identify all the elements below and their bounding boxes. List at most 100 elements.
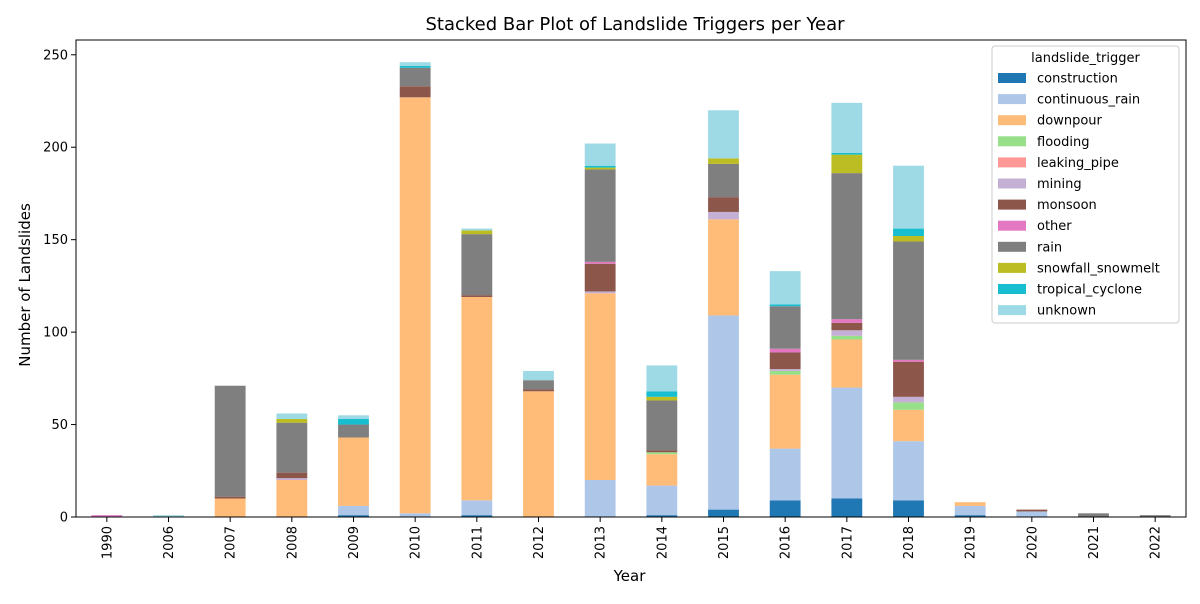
legend-box: [991, 45, 1180, 324]
bar-segment-monsoon-2014: [646, 450, 678, 453]
legend-label-leaking_pipe: leaking_pipe: [1037, 156, 1119, 171]
x-tick-label: 2013: [594, 526, 609, 559]
bar-segment-tropical_cyclone-2018: [893, 228, 924, 236]
bar-segment-snowfall_snowmelt-2014: [646, 396, 678, 401]
bar-segment-monsoon-2007: [214, 496, 246, 499]
bar-segment-snowfall_snowmelt-2013: [584, 167, 616, 170]
bar-segment-continuous_rain-2019: [954, 505, 986, 516]
bar-segment-flooding-2016: [769, 370, 801, 375]
bar-segment-unknown-2010: [399, 62, 431, 66]
bar-segment-continuous_rain-2020: [1016, 511, 1048, 517]
bar-segment-continuous_rain-2009: [338, 505, 369, 516]
bar-segment-flooding-2017: [831, 335, 863, 340]
bar-segment-flooding-2014: [646, 452, 678, 455]
bar-segment-continuous_rain-2014: [646, 485, 678, 516]
bar-segment-rain-2008: [276, 422, 308, 473]
bar-segment-unknown-2016: [769, 271, 801, 305]
bar-segment-flooding-2018: [893, 402, 924, 410]
bar-segment-unknown-2018: [893, 165, 924, 229]
bar-segment-construction-2009: [338, 515, 369, 517]
plot-frame: [75, 39, 1187, 518]
bar-segment-snowfall_snowmelt-2008: [276, 419, 308, 423]
bar-segment-rain-2015: [708, 163, 739, 198]
bar-segment-rain-2010: [399, 67, 431, 87]
bar-segment-snowfall_snowmelt-2015: [708, 158, 739, 164]
legend-label-flooding: flooding: [1037, 135, 1089, 150]
y-tick-label: 50: [51, 418, 68, 433]
bar-segment-other-2013: [584, 261, 616, 264]
bar-segment-unknown-2006: [153, 515, 184, 517]
x-axis-label: Year: [613, 567, 647, 585]
bar-segment-continuous_rain-2015: [708, 315, 739, 510]
x-tick-label: 2017: [840, 526, 855, 559]
bar-segment-unknown-2017: [831, 102, 863, 153]
bar-segment-downpour-2016: [769, 374, 801, 449]
bar-segment-monsoon-2015: [708, 197, 739, 212]
bar-segment-construction-2015: [708, 509, 739, 517]
legend: landslide_trigger construction continuous_…: [991, 45, 1180, 324]
legend-label-tropical_cyclone: tropical_cyclone: [1037, 283, 1142, 298]
bar-segment-monsoon-2018: [893, 361, 924, 397]
bar-segment-rain-2017: [831, 173, 863, 320]
bar-segment-construction-2011: [461, 515, 493, 517]
bar-segment-rain-2007: [214, 385, 246, 497]
bar-segment-monsoon-2020: [1016, 509, 1048, 512]
bar-segment-mining-2016: [769, 369, 801, 371]
bar-segment-construction-2018: [893, 500, 924, 517]
legend-label-monsoon: monsoon: [1037, 198, 1097, 213]
bar-segment-monsoon-2016: [769, 352, 801, 370]
legend-label-construction: construction: [1037, 72, 1118, 87]
bar-segment-tropical_cyclone-2010: [399, 65, 431, 68]
bar-segment-rain-2009: [338, 424, 369, 438]
bar-segment-rain-2011: [461, 234, 493, 296]
legend-label-rain: rain: [1037, 240, 1062, 255]
legend-swatch-tropical_cyclone: [998, 284, 1026, 294]
bar-segment-downpour-2009: [338, 437, 369, 506]
bar-segment-construction-2019: [954, 515, 986, 517]
bar-segment-unknown-2011: [461, 228, 493, 231]
legend-swatch-snowfall_snowmelt: [998, 262, 1026, 273]
legend-swatch-continuous_rain: [998, 94, 1026, 105]
bar-segment-continuous_rain-2011: [461, 500, 493, 516]
bar-segment-tropical_cyclone-2017: [831, 152, 863, 155]
bar-segment-downpour-2019: [954, 502, 986, 506]
bar-segment-unknown-2008: [276, 413, 308, 420]
bar-segment-tropical_cyclone-2013: [584, 165, 616, 168]
bar-segment-downpour-2012: [523, 391, 554, 517]
x-tick-label: 2022: [1149, 526, 1164, 559]
bar-segment-downpour-2017: [831, 339, 863, 388]
bar-segment-other-2017: [831, 319, 863, 323]
bar-segment-other-2018: [893, 359, 924, 362]
legend-swatch-monsoon: [998, 199, 1026, 210]
bar-segment-other-2016: [769, 348, 801, 353]
legend-label-other: other: [1037, 219, 1072, 234]
bar-segment-rain-2016: [769, 306, 801, 349]
x-tick-label: 2008: [285, 526, 300, 559]
bar-segment-downpour-2015: [708, 219, 739, 316]
x-tick-label: 2016: [779, 526, 794, 559]
x-tick-label: 2011: [470, 526, 485, 559]
x-tick-label: 2014: [655, 526, 670, 559]
legend-label-unknown: unknown: [1037, 304, 1096, 319]
bar-segment-mining-2017: [831, 330, 863, 336]
legend-swatch-flooding: [998, 136, 1026, 147]
x-tick-label: 2006: [162, 526, 177, 559]
bar-segment-unknown-2009: [338, 415, 369, 420]
bar-segment-tropical_cyclone-2014: [646, 391, 678, 397]
bar-segment-monsoon-2008: [276, 472, 308, 479]
x-tick-label: 2007: [224, 526, 239, 559]
x-tick-label: 2015: [717, 526, 732, 559]
y-tick-label: 100: [43, 326, 68, 341]
bar-segment-rain-2013: [584, 169, 616, 262]
legend-swatch-mining: [998, 178, 1026, 189]
bar-segment-mining-2008: [276, 478, 308, 481]
bar-segment-monsoon-2012: [523, 389, 554, 392]
bar-segment-unknown-2013: [584, 143, 616, 166]
bar-segment-rain-2012: [523, 380, 554, 390]
bars-layer: [91, 62, 1171, 517]
bar-segment-monsoon-2010: [399, 86, 431, 98]
bar-segment-downpour-2013: [584, 293, 616, 481]
y-axis-label: Number of Landslides: [16, 203, 34, 367]
